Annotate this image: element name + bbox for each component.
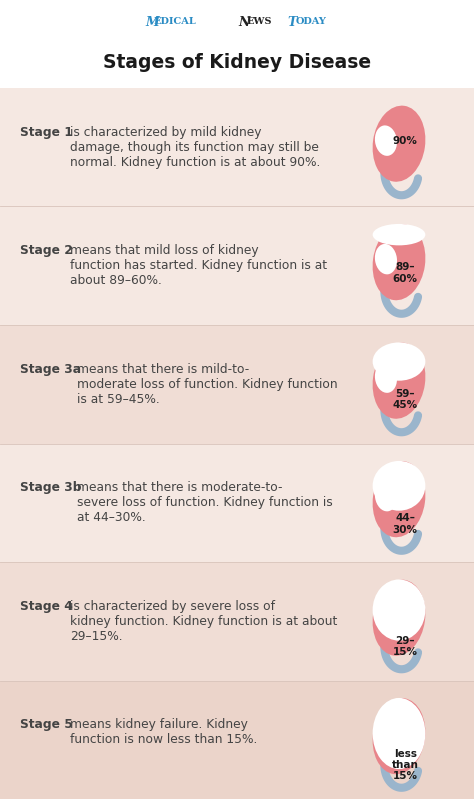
Ellipse shape (373, 225, 425, 300)
Text: is characterized by severe loss of
kidney function. Kidney function is at about
: is characterized by severe loss of kidne… (71, 600, 338, 643)
Ellipse shape (373, 579, 425, 656)
Text: Stage 3a: Stage 3a (20, 363, 85, 376)
Ellipse shape (373, 461, 425, 511)
Ellipse shape (375, 718, 397, 749)
FancyBboxPatch shape (0, 325, 474, 443)
Ellipse shape (373, 698, 425, 774)
Text: means that mild loss of kidney
function has started. Kidney function is at
about: means that mild loss of kidney function … (71, 244, 328, 288)
Ellipse shape (375, 125, 397, 156)
Ellipse shape (373, 343, 425, 419)
Text: Stages of Kidney Disease: Stages of Kidney Disease (103, 53, 371, 71)
FancyBboxPatch shape (0, 681, 474, 799)
Ellipse shape (375, 481, 397, 511)
Text: means kidney failure. Kidney
function is now less than 15%.: means kidney failure. Kidney function is… (71, 718, 258, 746)
Ellipse shape (373, 698, 425, 769)
Text: Stage 5: Stage 5 (20, 718, 77, 731)
Text: 29–
15%: 29– 15% (393, 636, 418, 658)
Ellipse shape (373, 105, 425, 181)
Text: Stage 1: Stage 1 (20, 126, 77, 139)
Ellipse shape (375, 244, 397, 274)
FancyBboxPatch shape (0, 206, 474, 325)
Text: Stage 2: Stage 2 (20, 244, 77, 257)
Text: Stage 4: Stage 4 (20, 600, 77, 613)
Ellipse shape (373, 579, 425, 641)
Text: 89–
60%: 89– 60% (393, 262, 418, 284)
Ellipse shape (375, 599, 397, 630)
Ellipse shape (373, 224, 425, 245)
Text: M: M (145, 15, 159, 29)
Text: is characterized by mild kidney
damage, though its function may still be
normal.: is characterized by mild kidney damage, … (71, 126, 321, 169)
FancyBboxPatch shape (0, 88, 474, 206)
FancyBboxPatch shape (0, 0, 474, 88)
Text: Stage 3b: Stage 3b (20, 482, 86, 495)
Text: means that there is moderate-to-
severe loss of function. Kidney function is
at : means that there is moderate-to- severe … (77, 482, 332, 524)
Text: ODAY: ODAY (295, 18, 327, 26)
Text: 90%: 90% (393, 136, 418, 145)
Text: T: T (287, 15, 296, 29)
FancyBboxPatch shape (0, 562, 474, 681)
Text: EDICAL: EDICAL (154, 18, 196, 26)
Ellipse shape (373, 343, 425, 380)
Text: EWS: EWS (246, 18, 272, 26)
Ellipse shape (373, 461, 425, 537)
Text: means that there is mild-to-
moderate loss of function. Kidney function
is at 59: means that there is mild-to- moderate lo… (77, 363, 337, 406)
FancyBboxPatch shape (0, 443, 474, 562)
Text: 44–
30%: 44– 30% (393, 514, 418, 535)
Text: less
than
15%: less than 15% (392, 749, 419, 781)
Text: N: N (238, 15, 249, 29)
Ellipse shape (375, 363, 397, 393)
Text: 59–
45%: 59– 45% (393, 389, 418, 411)
